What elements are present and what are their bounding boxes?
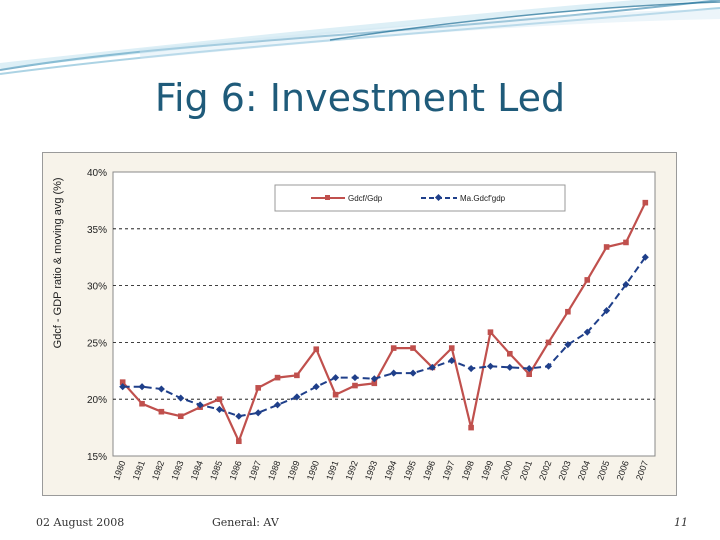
data-point-gdcf [410, 345, 416, 351]
x-tick-label: 1993 [363, 459, 379, 481]
data-point-moving-avg [506, 363, 514, 371]
data-point-gdcf [294, 372, 300, 379]
data-point-gdcf [119, 379, 126, 385]
data-point-moving-avg [312, 383, 320, 391]
x-tick-label: 1988 [266, 459, 282, 481]
data-point-gdcf [158, 408, 165, 415]
data-point-moving-avg [428, 363, 436, 371]
legend-marker-gdcf [325, 195, 330, 200]
data-point-gdcf [468, 424, 474, 431]
x-tick-label: 1982 [150, 459, 166, 481]
data-point-gdcf [216, 396, 223, 402]
x-tick-label: 2006 [615, 459, 631, 481]
data-point-moving-avg [486, 362, 494, 370]
legend-marker-ma [434, 193, 443, 202]
data-point-gdcf [545, 339, 552, 346]
x-tick-label: 1987 [247, 459, 263, 481]
data-point-gdcf [332, 391, 339, 398]
y-axis-label: Gdcf - GDP ratio & moving avg (%) [52, 177, 64, 348]
data-point-gdcf [274, 374, 281, 381]
x-tick-label: 1981 [131, 459, 147, 481]
legend-label-ma: Ma.Gdcf'gdp [460, 194, 506, 203]
x-tick-label: 1990 [305, 459, 321, 481]
x-tick-label: 2002 [537, 459, 553, 481]
y-tick-label: 30% [87, 282, 107, 293]
data-point-moving-avg [467, 364, 475, 373]
x-tick-label: 1984 [189, 459, 205, 481]
x-tick-label: 1995 [402, 459, 418, 481]
chart-frame: 15% 20% 25% 30% 35% 40% 1980 1981 1982 1983 1984 1… [42, 152, 677, 496]
x-tick-label: 1983 [169, 459, 185, 481]
data-point-moving-avg [177, 394, 185, 402]
x-tick-label: 1980 [111, 459, 127, 481]
data-point-moving-avg [235, 412, 243, 420]
data-point-moving-avg [254, 409, 262, 417]
data-point-gdcf [352, 382, 358, 389]
data-point-moving-avg [583, 328, 591, 336]
data-point-gdcf [177, 413, 184, 420]
x-tick-label: 1998 [460, 459, 476, 481]
x-tick-label: 1994 [382, 459, 398, 481]
legend: Gdcf/Gdp Ma.Gdcf'gdp [274, 184, 566, 212]
data-point-moving-avg [545, 362, 553, 370]
data-point-gdcf [623, 239, 629, 246]
y-tick-label: 20% [87, 395, 107, 406]
x-tick-label: 2000 [498, 459, 514, 481]
x-tick-label: 1992 [344, 459, 360, 481]
y-tick-label: 35% [87, 225, 107, 236]
data-point-moving-avg [332, 374, 340, 382]
data-point-gdcf [448, 345, 455, 351]
data-point-gdcf [584, 277, 591, 283]
data-point-moving-avg [390, 369, 398, 377]
x-tick-label: 1997 [440, 459, 456, 481]
data-point-gdcf [526, 371, 532, 378]
data-point-gdcf [313, 346, 320, 353]
slide-title: Fig 6: Investment Led [154, 76, 566, 120]
data-point-gdcf [565, 308, 571, 315]
data-point-gdcf [487, 329, 494, 335]
data-point-gdcf [255, 385, 261, 391]
x-tick-label: 1996 [421, 459, 437, 481]
data-point-moving-avg [196, 401, 204, 409]
data-point-moving-avg [622, 280, 630, 288]
y-tick-label: 25% [87, 338, 107, 349]
x-tick-label: 2007 [634, 459, 650, 481]
data-point-moving-avg [351, 374, 359, 382]
x-tick-label: 2004 [576, 459, 592, 481]
header-swoosh-decoration [0, 0, 720, 75]
data-point-gdcf [139, 400, 145, 407]
x-tick-label: 1986 [227, 459, 243, 481]
plot-area [112, 171, 656, 457]
investment-line-chart: 15%20%25%30%35%40% 1980 1981 1982 1983 1984 1… [52, 168, 656, 482]
series-line-gdcf [121, 202, 647, 445]
data-point-moving-avg [293, 393, 301, 401]
x-tick-label: 2001 [518, 459, 534, 481]
data-point-gdcf [371, 380, 378, 387]
series-line-moving-avg [122, 256, 647, 418]
data-point-gdcf [507, 350, 513, 357]
data-point-gdcf [390, 345, 397, 351]
footer-center-text: General: AV [212, 516, 279, 529]
legend-label-gdcf: Gdcf/Gdp [348, 194, 383, 203]
data-point-gdcf [603, 244, 610, 250]
data-point-gdcf [642, 199, 649, 206]
data-point-moving-avg [409, 369, 417, 377]
footer-date: 02 August 2008 [36, 516, 125, 529]
data-point-moving-avg [603, 307, 611, 315]
y-tick-label: 15% [87, 452, 107, 463]
x-tick-label: 1989 [286, 459, 302, 481]
x-tick-label: 1985 [208, 459, 224, 481]
x-tick-label: 1991 [324, 459, 340, 481]
data-point-moving-avg [448, 357, 456, 365]
x-tick-label: 2005 [595, 459, 611, 481]
data-point-moving-avg [641, 253, 649, 261]
data-point-moving-avg [564, 341, 572, 349]
data-point-gdcf [236, 438, 242, 445]
y-tick-label: 40% [87, 168, 107, 179]
page-number: 11 [674, 516, 688, 529]
x-tick-label: 2003 [557, 459, 573, 481]
x-tick-label: 1999 [479, 459, 495, 481]
data-point-moving-avg [274, 401, 282, 409]
data-point-moving-avg [370, 375, 378, 383]
